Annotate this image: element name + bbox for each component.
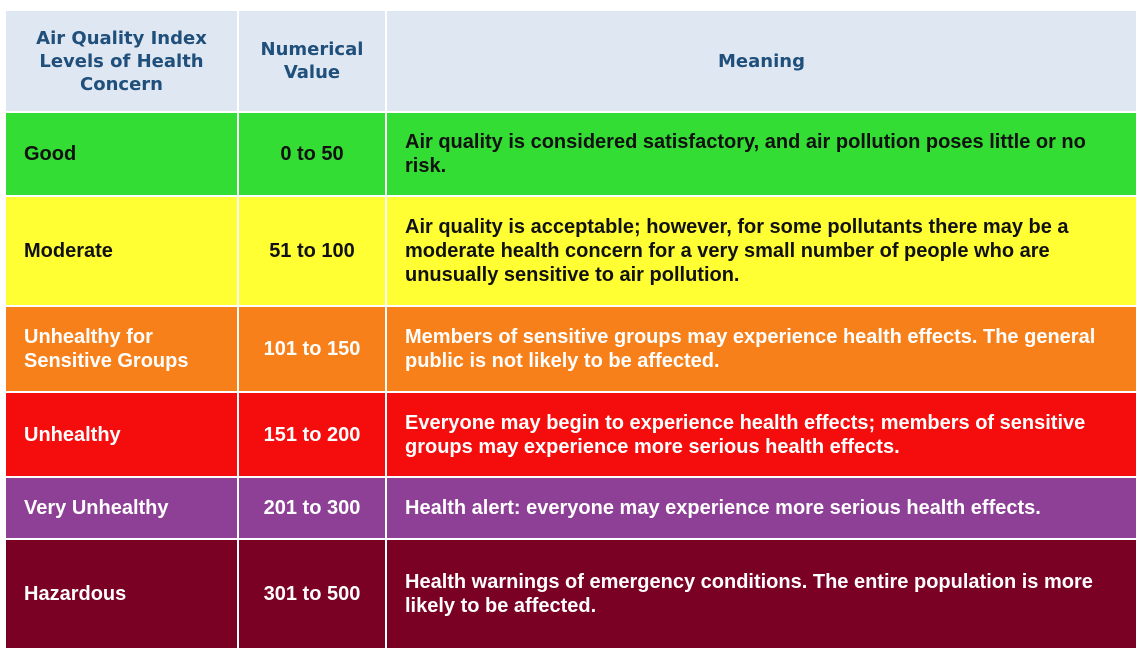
range-cell: 151 to 200	[237, 391, 387, 478]
header-row: Air Quality Index Levels of Health Conce…	[4, 9, 1138, 113]
level-cell: Unhealthy	[4, 391, 239, 478]
meaning-cell: Health warnings of emergency conditions.…	[385, 538, 1138, 650]
meaning-cell: Air quality is acceptable; however, for …	[385, 195, 1138, 307]
header-meaning: Meaning	[385, 9, 1138, 113]
table-row: Very Unhealthy 201 to 300 Health alert: …	[4, 476, 1138, 540]
range-cell: 0 to 50	[237, 111, 387, 197]
meaning-cell: Members of sensitive groups may experien…	[385, 305, 1138, 393]
table-row: Hazardous 301 to 500 Health warnings of …	[4, 538, 1138, 650]
table-row: Good 0 to 50 Air quality is considered s…	[4, 111, 1138, 197]
header-level: Air Quality Index Levels of Health Conce…	[4, 9, 239, 113]
level-cell: Moderate	[4, 195, 239, 307]
range-cell: 301 to 500	[237, 538, 387, 650]
table-row: Unhealthy for Sensitive Groups 101 to 15…	[4, 305, 1138, 393]
table-row: Unhealthy 151 to 200 Everyone may begin …	[4, 391, 1138, 478]
table-header: Air Quality Index Levels of Health Conce…	[4, 9, 1138, 113]
level-cell: Hazardous	[4, 538, 239, 650]
table-row: Moderate 51 to 100 Air quality is accept…	[4, 195, 1138, 307]
header-value: Numerical Value	[237, 9, 387, 113]
range-cell: 51 to 100	[237, 195, 387, 307]
meaning-cell: Health alert: everyone may experience mo…	[385, 476, 1138, 540]
range-cell: 201 to 300	[237, 476, 387, 540]
meaning-cell: Air quality is considered satisfactory, …	[385, 111, 1138, 197]
level-cell: Good	[4, 111, 239, 197]
table-body: Good 0 to 50 Air quality is considered s…	[4, 111, 1138, 650]
level-cell: Unhealthy for Sensitive Groups	[4, 305, 239, 393]
aqi-table: Air Quality Index Levels of Health Conce…	[4, 9, 1138, 650]
meaning-cell: Everyone may begin to experience health …	[385, 391, 1138, 478]
range-cell: 101 to 150	[237, 305, 387, 393]
level-cell: Very Unhealthy	[4, 476, 239, 540]
